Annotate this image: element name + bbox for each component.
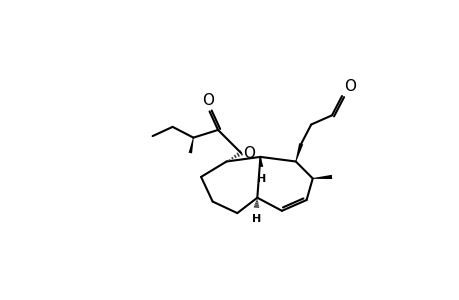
Text: O: O	[243, 146, 255, 160]
Text: O: O	[202, 93, 213, 108]
Polygon shape	[258, 157, 263, 167]
Polygon shape	[295, 143, 302, 162]
Text: O: O	[344, 79, 356, 94]
Polygon shape	[188, 138, 193, 153]
Text: H: H	[257, 174, 266, 184]
Polygon shape	[312, 175, 331, 179]
Text: H: H	[252, 214, 261, 224]
